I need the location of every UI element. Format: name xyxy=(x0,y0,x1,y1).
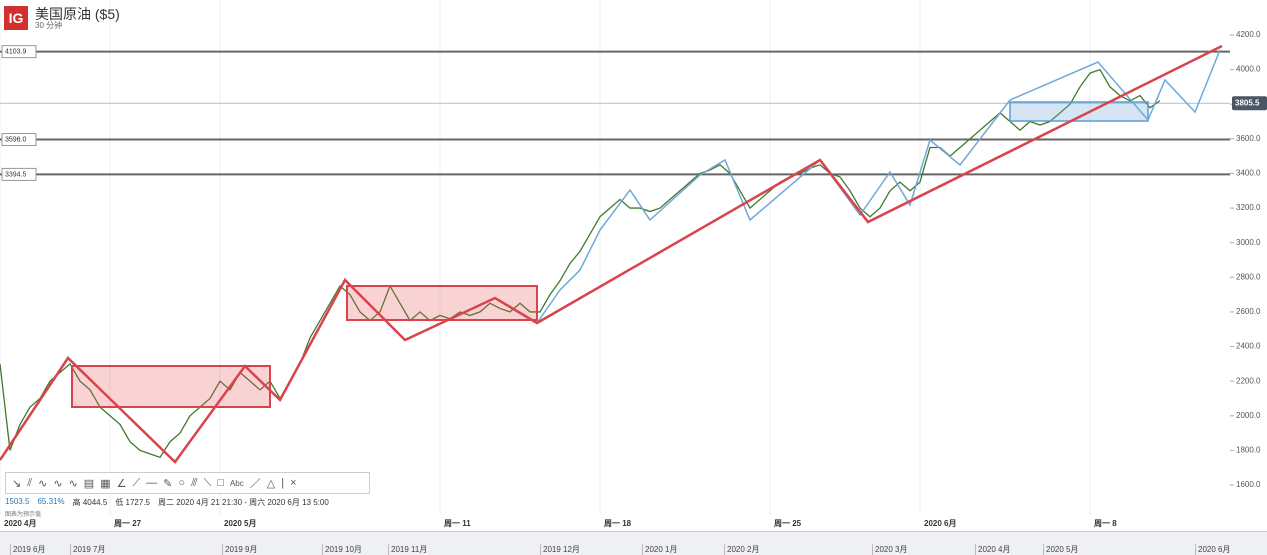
y-tick-label: 2600.0 xyxy=(1236,307,1261,316)
logo: IG xyxy=(4,6,28,30)
info-value: 1503.5 xyxy=(5,497,30,506)
x-tick-label: 2020 4月 xyxy=(4,519,36,528)
level-label: 3394.5 xyxy=(5,171,27,178)
x-tick-label: 2020 5月 xyxy=(224,519,256,528)
y-tick-label: 4200.0 xyxy=(1236,30,1261,39)
info-note: 图表为预示值 xyxy=(5,512,42,518)
y-tick-label: 3600.0 xyxy=(1236,134,1261,143)
navigator[interactable]: 2019 6月 2019 7月 2019 9月 2019 10月 2019 11月 201… xyxy=(0,531,1267,555)
x-tick-label: 2020 6月 xyxy=(924,519,956,528)
level-label-box xyxy=(1,167,37,181)
tool-text[interactable]: Abc xyxy=(229,478,244,488)
level-label-box xyxy=(1,133,37,147)
tool-angle[interactable]: ∠ xyxy=(116,477,127,490)
navigator-label: 2020 1月 xyxy=(642,544,677,555)
y-tick-label: 2200.0 xyxy=(1236,376,1261,385)
y-tick-label: 3000.0 xyxy=(1236,238,1261,247)
info-low: 低 1727.5 xyxy=(115,498,151,507)
level-label: 3596.0 xyxy=(5,136,27,143)
timeframe: 30 分钟 xyxy=(35,21,63,30)
zigzag-line xyxy=(536,49,1221,324)
y-tick-label: 4000.0 xyxy=(1236,65,1261,74)
price-line xyxy=(0,68,1161,459)
info-bar: 1503.5 65.31% 高 4044.5 低 1727.5 周二 2020 … xyxy=(5,497,329,508)
navigator-label: 2020 2月 xyxy=(724,544,759,555)
navigator-label: 2020 6月 xyxy=(1195,544,1230,555)
separator: | xyxy=(281,477,285,489)
navigator-label: 2020 3月 xyxy=(872,544,907,555)
x-tick-label: 周一 8 xyxy=(1094,519,1117,528)
tool-pitchfork[interactable]: ⫻ xyxy=(191,476,198,489)
tool-fib[interactable]: ▤ xyxy=(83,477,95,490)
navigator-label: 2019 6月 xyxy=(10,544,45,555)
navigator-label: 2019 11月 xyxy=(388,544,427,555)
y-tick-label: 3200.0 xyxy=(1236,203,1261,212)
close-button[interactable]: × xyxy=(290,477,297,489)
y-tick-label: 2800.0 xyxy=(1236,272,1261,281)
navigator-label: 2020 4月 xyxy=(975,544,1010,555)
tool-line[interactable]: ／ xyxy=(249,478,261,490)
rectangle xyxy=(346,285,538,321)
tool-wave[interactable]: ∿ xyxy=(38,477,48,490)
tool-fib[interactable]: ▦ xyxy=(100,477,111,490)
navigator-label: 2019 9月 xyxy=(222,544,257,555)
level-label-box xyxy=(1,45,37,59)
info-percent: 65.31% xyxy=(37,497,65,506)
tool-triangle[interactable]: △ xyxy=(266,477,276,490)
info-range: 周二 2020 4月 21 21:30 - 周六 2020 6月 13 5:00 xyxy=(158,498,329,507)
drawings xyxy=(0,44,1223,464)
rectangle xyxy=(71,365,271,408)
navigator-label: 2019 12月 xyxy=(540,544,580,555)
tool-wave[interactable]: ∿ xyxy=(68,477,78,490)
price-axis-bg xyxy=(1230,0,1267,515)
info-high: 高 4044.5 xyxy=(72,498,108,507)
x-tick-label: 周一 11 xyxy=(444,519,471,528)
tool-circle[interactable]: ○ xyxy=(178,477,186,489)
tool-hline[interactable]: — xyxy=(146,477,158,489)
y-tick-label: 1800.0 xyxy=(1236,445,1261,454)
navigator-label: 2020 5月 xyxy=(1043,544,1078,555)
x-tick-label: 周一 25 xyxy=(774,519,802,528)
rectangle xyxy=(1009,101,1149,122)
navigator-label: 2019 10月 xyxy=(322,544,362,555)
tool-brush[interactable]: ✎ xyxy=(163,477,173,490)
y-tick-label: 2000.0 xyxy=(1236,411,1261,420)
x-tick-label: 周一 27 xyxy=(114,519,142,528)
last-price-label: 3805.5 xyxy=(1235,98,1260,107)
tool-lines[interactable]: ⫽ xyxy=(27,476,33,489)
tool-rect[interactable]: □ xyxy=(217,477,224,489)
tool-ray[interactable]: ⟍ xyxy=(203,476,212,489)
y-tick-label: 2400.0 xyxy=(1236,342,1261,351)
zigzag-line xyxy=(0,44,1223,464)
instrument-title: 美国原油 ($5) xyxy=(35,6,120,22)
tool-fan[interactable]: ⟋ xyxy=(132,476,141,489)
toolbar: ↘ ⫽ ∿ ∿ ∿ ▤ ▦ ∠ ⟋ — ✎ ○ ⫻ ⟍ □ Abc ／ △ | × xyxy=(5,472,370,494)
navigator-label: 2019 7月 xyxy=(70,544,105,555)
tool-wave[interactable]: ∿ xyxy=(53,477,63,490)
last-price-box xyxy=(1232,96,1267,111)
level-label: 4103.9 xyxy=(5,48,27,55)
y-tick-label: 1600.0 xyxy=(1236,480,1261,489)
tool-trendline[interactable]: ↘ xyxy=(12,477,22,490)
x-tick-label: 周一 18 xyxy=(604,519,632,528)
y-tick-label: 3400.0 xyxy=(1236,169,1261,178)
